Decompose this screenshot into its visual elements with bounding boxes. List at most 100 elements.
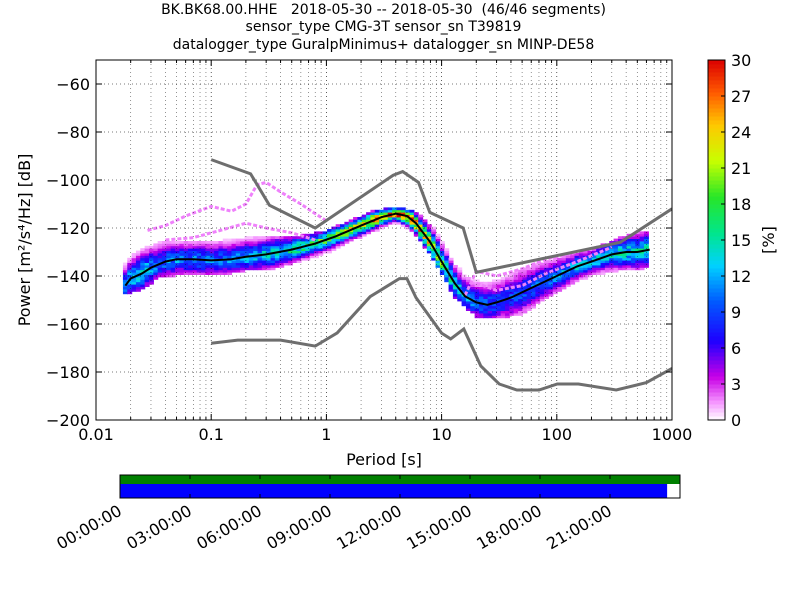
histogram-cell xyxy=(318,253,324,256)
histogram-cell xyxy=(418,217,424,220)
histogram-cell xyxy=(565,267,571,271)
histogram-cell xyxy=(140,267,146,271)
histogram-cell xyxy=(531,301,537,304)
histogram-cell xyxy=(444,265,450,268)
histogram-cell xyxy=(596,272,602,275)
histogram-cell xyxy=(604,245,610,249)
histogram-cell xyxy=(622,262,628,266)
histogram-cell xyxy=(183,255,189,259)
histogram-cell xyxy=(214,253,220,256)
histogram-cell xyxy=(526,293,532,297)
histogram-cell xyxy=(539,298,545,302)
colorbar-segment xyxy=(708,204,725,209)
y-axis-label: Power [m²/s⁴/Hz] [dB] xyxy=(15,154,34,327)
histogram-cell xyxy=(392,221,398,225)
histogram-cell xyxy=(266,260,272,263)
histogram-cell xyxy=(148,274,154,278)
histogram-cell xyxy=(604,253,610,256)
histogram-cell xyxy=(552,269,558,273)
histogram-cell xyxy=(170,248,176,251)
histogram-cell xyxy=(162,269,167,273)
histogram-cell xyxy=(122,274,128,278)
colorbar-segment xyxy=(708,380,725,385)
histogram-cell xyxy=(539,284,545,287)
histogram-cell xyxy=(209,257,215,261)
histogram-cell xyxy=(635,231,641,235)
histogram-cell xyxy=(253,250,259,254)
histogram-cell xyxy=(196,267,202,271)
histogram-cell xyxy=(487,301,493,304)
histogram-cell xyxy=(474,291,480,295)
histogram-cell xyxy=(144,262,150,266)
histogram-cell xyxy=(257,238,263,242)
histogram-cell xyxy=(292,255,298,259)
histogram-cell xyxy=(626,257,632,261)
histogram-cell xyxy=(548,267,554,271)
histogram-cell xyxy=(596,250,602,254)
histogram-cell xyxy=(153,260,159,263)
histogram-cell xyxy=(248,267,254,271)
histogram-cell xyxy=(162,257,167,261)
histogram-cell xyxy=(379,212,385,215)
histogram-cell xyxy=(218,269,224,273)
histogram-cell xyxy=(613,267,619,271)
histogram-cell xyxy=(140,279,146,283)
colorbar-segment xyxy=(708,368,725,373)
histogram-cell xyxy=(244,236,250,239)
histogram-cell xyxy=(196,248,202,251)
histogram-cell xyxy=(253,243,259,247)
histogram-cell xyxy=(240,267,246,271)
histogram-cell xyxy=(209,269,215,273)
histogram-cell xyxy=(379,224,385,227)
histogram-cell xyxy=(248,257,254,261)
histogram-cell xyxy=(552,262,558,266)
histogram-cell xyxy=(248,248,254,251)
histogram-cell xyxy=(505,308,510,311)
histogram-cell xyxy=(244,243,250,247)
histogram-cell xyxy=(261,267,267,271)
histogram-cell xyxy=(470,279,476,283)
histogram-cell xyxy=(379,221,385,225)
histogram-cell xyxy=(127,281,133,285)
histogram-cell xyxy=(422,221,428,225)
histogram-cell xyxy=(561,269,567,273)
outlier-trace xyxy=(147,180,328,232)
colorbar-segment xyxy=(708,300,725,305)
histogram-cell xyxy=(496,315,502,319)
histogram-cell xyxy=(470,284,476,287)
histogram-cell xyxy=(539,293,545,297)
histogram-cell xyxy=(483,293,489,297)
histogram-cell xyxy=(570,281,576,285)
histogram-cell xyxy=(444,272,450,275)
histogram-cell xyxy=(131,284,137,287)
histogram-cell xyxy=(235,248,241,251)
histogram-cell xyxy=(405,219,411,223)
histogram-cell xyxy=(431,231,437,235)
histogram-cell xyxy=(235,250,241,254)
colorbar-segment xyxy=(708,160,725,165)
histogram-cell xyxy=(240,241,246,244)
histogram-cell xyxy=(418,219,424,223)
histogram-cell xyxy=(261,257,267,261)
histogram-cell xyxy=(214,269,220,273)
histogram-cell xyxy=(578,265,584,268)
histogram-cell xyxy=(366,224,372,227)
histogram-cell xyxy=(179,272,185,275)
histogram-cell xyxy=(418,236,424,239)
histogram-cell xyxy=(253,253,259,256)
histogram-cell xyxy=(465,291,471,295)
histogram-cell xyxy=(518,298,523,302)
histogram-cell xyxy=(261,255,267,259)
histogram-cell xyxy=(561,262,567,266)
colorbar-segment xyxy=(708,232,725,237)
histogram-cell xyxy=(296,241,302,244)
histogram-cell xyxy=(570,257,576,261)
histogram-cell xyxy=(218,262,224,266)
histogram-cell xyxy=(548,281,554,285)
histogram-cell xyxy=(405,224,411,227)
histogram-cell xyxy=(600,272,606,275)
histogram-cell xyxy=(274,262,280,266)
histogram-cell xyxy=(613,248,619,251)
histogram-cell xyxy=(261,236,267,239)
histogram-cell xyxy=(274,260,280,263)
